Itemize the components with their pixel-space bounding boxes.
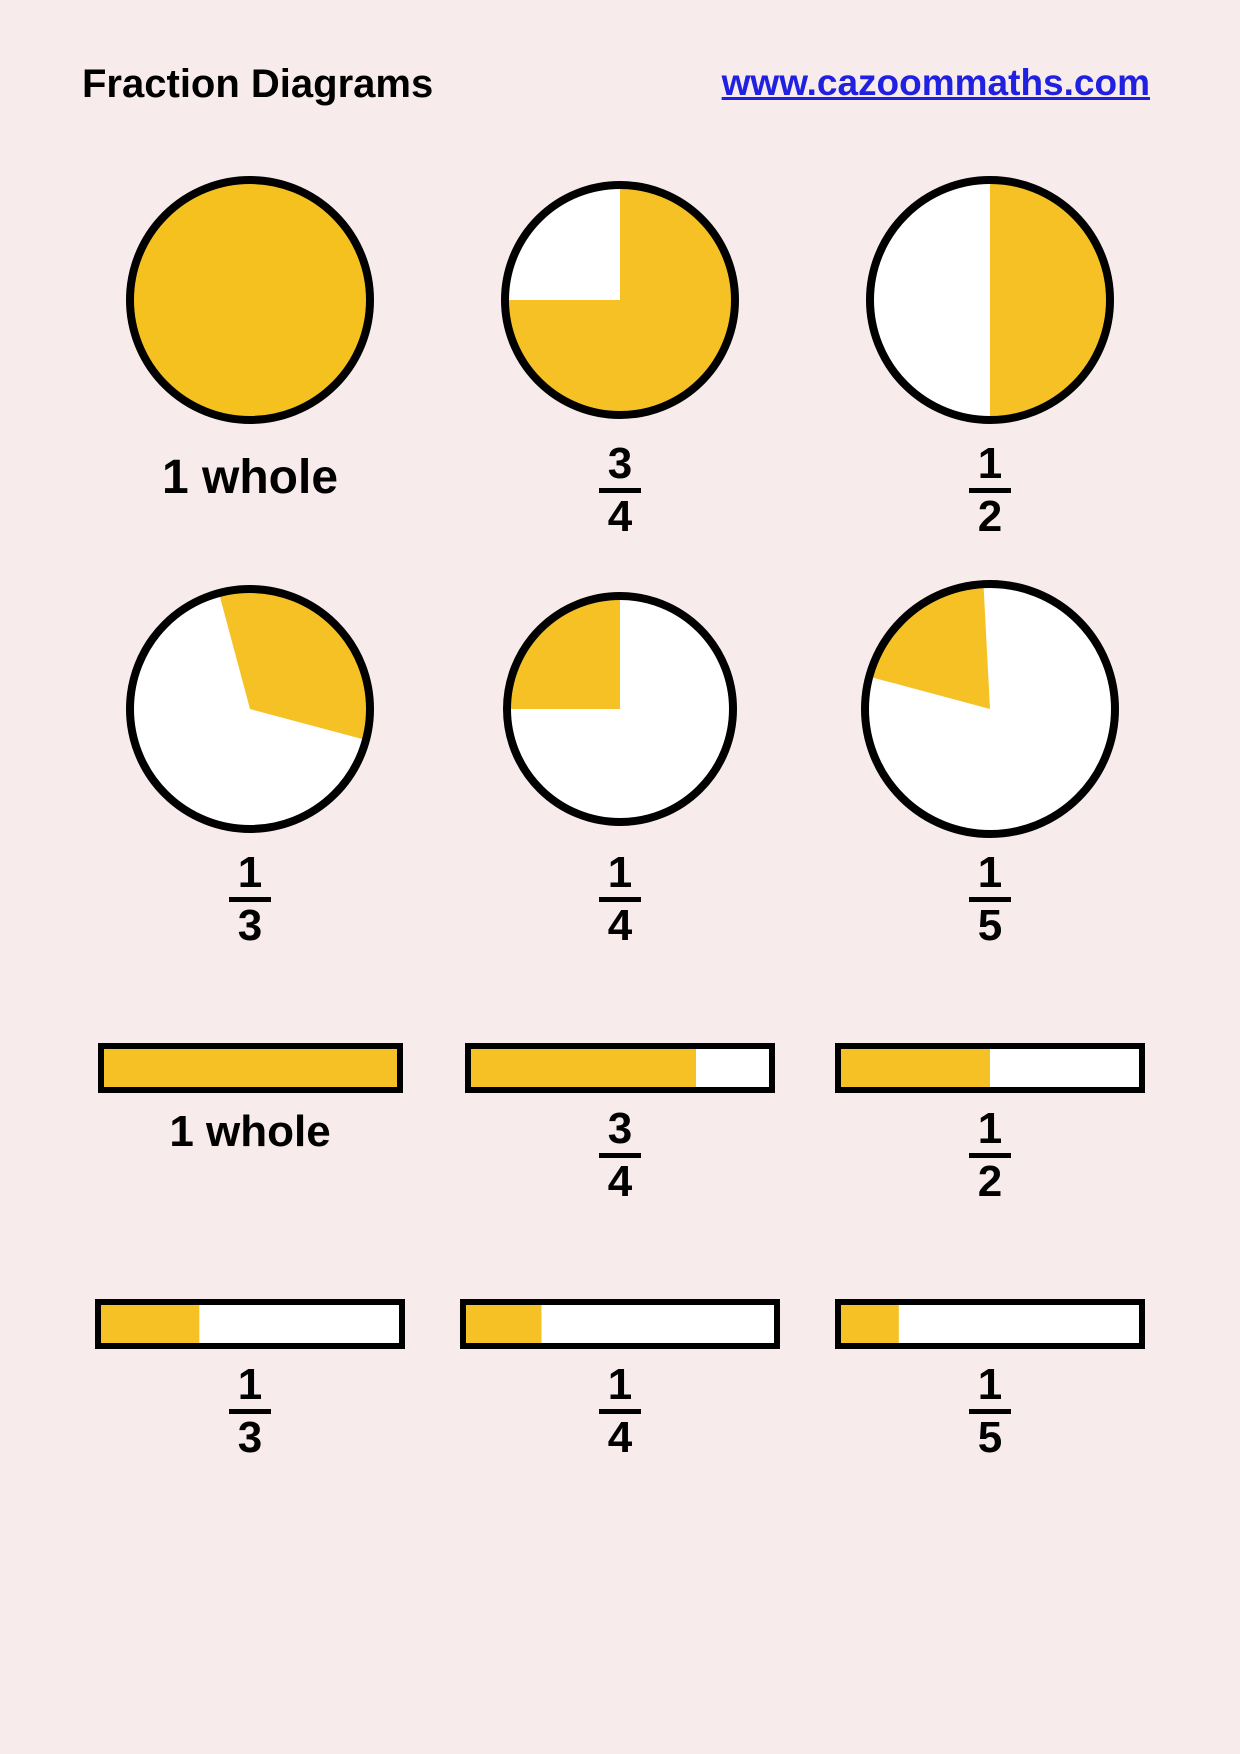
- fraction-numerator: 1: [238, 851, 262, 895]
- fraction-denominator: 4: [608, 904, 632, 948]
- whole-label: 1 whole: [169, 1107, 330, 1157]
- bar-row: 1 whole3412: [90, 1043, 1150, 1204]
- diagram-cell: 14: [460, 579, 780, 948]
- fraction-label: 13: [229, 851, 271, 948]
- fraction-numerator: 1: [978, 851, 1002, 895]
- fraction-label: 34: [599, 442, 641, 539]
- fraction-bar: [835, 1299, 1145, 1349]
- diagram-cell: 15: [830, 579, 1150, 948]
- fraction-label: 12: [969, 1107, 1011, 1204]
- fraction-denominator: 4: [608, 1160, 632, 1204]
- fraction-bar: [460, 1299, 780, 1349]
- fraction-bar: [98, 1043, 403, 1093]
- fraction-label: 15: [969, 1363, 1011, 1460]
- fraction-numerator: 1: [608, 1363, 632, 1407]
- header: Fraction Diagrams www.cazoommaths.com: [0, 62, 1240, 107]
- diagram-cell: 1 whole: [90, 170, 410, 505]
- fraction-numerator: 1: [608, 851, 632, 895]
- fraction-numerator: 1: [238, 1363, 262, 1407]
- fraction-label: 15: [969, 851, 1011, 948]
- fraction-label: 14: [599, 851, 641, 948]
- fraction-label: 12: [969, 442, 1011, 539]
- fraction-label: 14: [599, 1363, 641, 1460]
- pie-chart: [122, 172, 378, 428]
- fraction-denominator: 3: [238, 904, 262, 948]
- diagram-cell: 12: [830, 170, 1150, 539]
- diagram-cell: 14: [460, 1299, 780, 1460]
- fraction-denominator: 3: [238, 1416, 262, 1460]
- pie-chart: [122, 581, 378, 837]
- diagram-cell: 1 whole: [90, 1043, 410, 1204]
- fraction-denominator: 4: [608, 495, 632, 539]
- circle-row: 1 whole3412: [90, 170, 1150, 539]
- pie-chart: [862, 172, 1118, 428]
- fraction-denominator: 2: [978, 495, 1002, 539]
- diagram-cell: 34: [460, 170, 780, 539]
- fraction-denominator: 4: [608, 1416, 632, 1460]
- fraction-denominator: 5: [978, 904, 1002, 948]
- bar-row: 131415: [90, 1299, 1150, 1460]
- diagram-cell: 34: [460, 1043, 780, 1204]
- fraction-numerator: 1: [978, 442, 1002, 486]
- pie-chart: [497, 177, 743, 423]
- pie-chart: [857, 576, 1123, 842]
- fraction-numerator: 1: [978, 1107, 1002, 1151]
- fraction-label: 13: [229, 1363, 271, 1460]
- fraction-denominator: 2: [978, 1160, 1002, 1204]
- source-link[interactable]: www.cazoommaths.com: [722, 62, 1150, 107]
- whole-label: 1 whole: [162, 450, 338, 505]
- fraction-bar: [465, 1043, 775, 1093]
- fraction-label: 34: [599, 1107, 641, 1204]
- fraction-bar: [835, 1043, 1145, 1093]
- diagram-cell: 12: [830, 1043, 1150, 1204]
- page-title: Fraction Diagrams: [82, 62, 433, 107]
- diagram-cell: 13: [90, 579, 410, 948]
- fraction-numerator: 3: [608, 1107, 632, 1151]
- fraction-numerator: 3: [608, 442, 632, 486]
- diagram-cell: 15: [830, 1299, 1150, 1460]
- diagram-grid: 1 whole34121314151 whole3412131415: [0, 160, 1240, 1460]
- fraction-denominator: 5: [978, 1416, 1002, 1460]
- pie-chart: [499, 588, 741, 830]
- diagram-cell: 13: [90, 1299, 410, 1460]
- fraction-bar: [95, 1299, 405, 1349]
- circle-row: 131415: [90, 579, 1150, 948]
- fraction-numerator: 1: [978, 1363, 1002, 1407]
